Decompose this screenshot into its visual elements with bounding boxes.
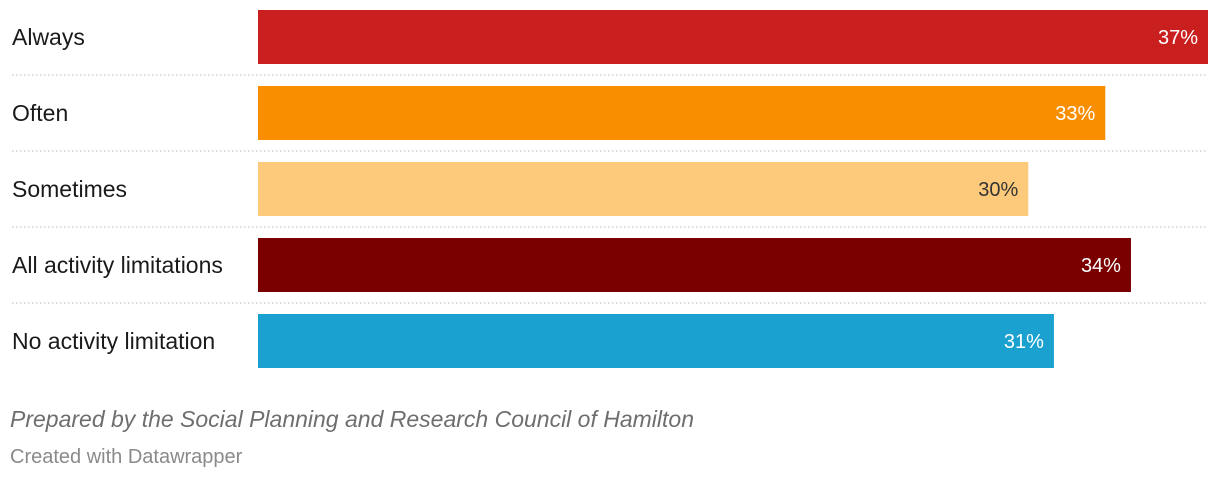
category-label-often: Often: [12, 100, 68, 126]
bar-often: [258, 86, 1106, 140]
credit-note: Prepared by the Social Planning and Rese…: [10, 406, 695, 432]
category-label-always: Always: [12, 24, 85, 50]
category-label-no-activity-limitation: No activity limitation: [12, 328, 215, 354]
bar-always: [258, 10, 1208, 64]
category-label-sometimes: Sometimes: [12, 176, 127, 202]
value-label-all-activity-limitations: 34%: [1081, 255, 1121, 277]
bar-all-activity-limitations: [258, 238, 1131, 292]
bar-chart: Always 37% Often 33% Sometimes 30% All activit…: [12, 10, 1208, 368]
bar-no-activity-limitation: [258, 314, 1054, 368]
category-label-all-activity-limitations: All activity limitations: [12, 252, 223, 278]
value-label-sometimes: 30%: [978, 179, 1018, 201]
value-label-no-activity-limitation: 31%: [1004, 331, 1044, 353]
value-label-often: 33%: [1055, 103, 1095, 125]
bar-sometimes: [258, 162, 1029, 216]
value-label-always: 37%: [1158, 27, 1198, 49]
source-note: Created with Datawrapper: [10, 446, 243, 468]
